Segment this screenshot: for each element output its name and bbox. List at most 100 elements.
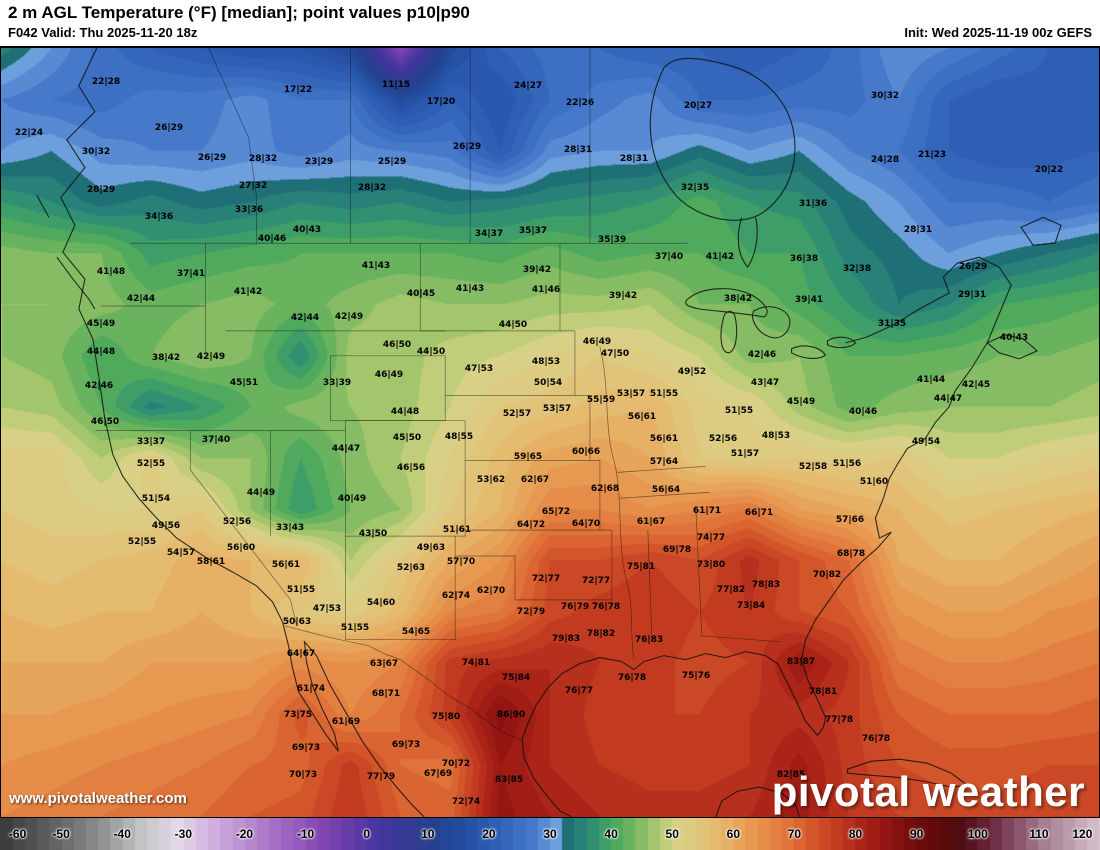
point-value-label: 33|37: [136, 437, 166, 447]
point-value-label: 30|32: [870, 91, 900, 101]
point-value-label: 66|71: [744, 508, 774, 518]
point-value-label: 48|53: [761, 431, 791, 441]
point-value-label: 26|29: [452, 142, 482, 152]
point-value-label: 44|50: [498, 320, 528, 330]
point-value-label: 28|32: [357, 183, 387, 193]
point-value-label: 44|48: [86, 347, 116, 357]
point-value-label: 50|63: [282, 617, 312, 627]
point-value-label: 56|61: [649, 434, 679, 444]
point-value-label: 56|64: [651, 485, 681, 495]
point-value-label: 46|50: [90, 417, 120, 427]
point-value-label: 38|42: [151, 353, 181, 363]
point-value-label: 45|50: [392, 433, 422, 443]
point-value-label: 49|63: [416, 543, 446, 553]
point-value-label: 52|57: [502, 409, 532, 419]
point-value-label: 31|35: [877, 319, 907, 329]
point-value-label: 51|57: [730, 449, 760, 459]
point-value-label: 75|80: [431, 712, 461, 722]
colorbar: -60 -50 -40 -30 -20 -10 0 10 20 30 40 50 60 70 80 90 100…: [0, 818, 1100, 850]
point-value-label: 45|49: [86, 319, 116, 329]
point-value-label: 77|79: [366, 772, 396, 782]
point-value-label: 32|35: [680, 183, 710, 193]
point-value-label: 42|44: [126, 294, 156, 304]
point-value-label: 42|46: [84, 381, 114, 391]
point-value-label: 46|56: [396, 463, 426, 473]
point-value-label: 86|90: [496, 710, 526, 720]
point-value-label: 46|49: [374, 370, 404, 380]
point-value-label: 49|52: [677, 367, 707, 377]
point-value-label: 72|74: [451, 797, 481, 807]
point-value-label: 44|47: [331, 444, 361, 454]
point-value-label: 41|43: [455, 284, 485, 294]
colorbar-tick-label: 10: [421, 827, 435, 841]
geographic-borders: [36, 48, 1062, 817]
colorbar-tick-label: -30: [174, 827, 192, 841]
point-value-label: 76|78: [591, 602, 621, 612]
point-value-label: 75|81: [626, 562, 656, 572]
point-value-label: 53|57: [616, 389, 646, 399]
header-subtitle-row: F042 Valid: Thu 2025-11-20 18z Init: Wed…: [8, 24, 1092, 42]
point-value-label: 44|49: [246, 488, 276, 498]
point-value-label: 43|47: [750, 378, 780, 388]
point-value-label: 25|29: [377, 157, 407, 167]
point-value-label: 68|71: [371, 689, 401, 699]
point-value-label: 78|83: [751, 580, 781, 590]
point-value-label: 70|72: [441, 759, 471, 769]
point-value-label: 83|87: [786, 657, 816, 667]
point-value-label: 70|73: [288, 770, 318, 780]
colorbar-tick-label: -40: [113, 827, 131, 841]
point-value-label: 40|46: [257, 234, 287, 244]
colorbar-tick-label: -60: [8, 827, 27, 841]
point-value-label: 42|49: [196, 352, 226, 362]
point-value-label: 64|72: [516, 520, 546, 530]
point-value-label: 76|78: [617, 673, 647, 683]
point-value-label: 78|82: [586, 629, 616, 639]
valid-time-label: F042 Valid: Thu 2025-11-20 18z: [8, 25, 198, 40]
point-value-label: 11|15: [381, 80, 411, 90]
point-value-label: 64|67: [286, 649, 316, 659]
point-value-label: 51|54: [141, 494, 171, 504]
point-value-label: 26|29: [154, 123, 184, 133]
point-value-label: 61|71: [692, 506, 722, 516]
point-value-label: 73|84: [736, 601, 766, 611]
point-value-label: 72|77: [531, 574, 561, 584]
colorbar-tick-label: 100: [967, 827, 988, 841]
point-value-label: 57|70: [446, 557, 476, 567]
coastline-paths: [36, 48, 1062, 817]
point-value-label: 53|62: [476, 475, 506, 485]
point-value-label: 17|22: [283, 85, 313, 95]
point-value-label: 41|44: [916, 375, 946, 385]
point-value-label: 60|66: [571, 447, 601, 457]
point-value-label: 74|77: [696, 533, 726, 543]
point-value-label: 44|48: [390, 407, 420, 417]
point-value-label: 51|55: [286, 585, 316, 595]
colorbar-tick-label: -20: [235, 827, 254, 841]
point-value-label: 41|43: [361, 261, 391, 271]
point-value-label: 22|24: [14, 128, 44, 138]
point-value-label: 69|73: [391, 740, 421, 750]
point-value-label: 83|85: [494, 775, 524, 785]
colorbar-tick-label: 30: [543, 827, 557, 841]
point-value-label: 73|75: [283, 710, 313, 720]
point-value-label: 69|78: [662, 545, 692, 555]
colorbar-tick-label: 0: [363, 827, 370, 841]
point-value-label: 40|45: [406, 289, 436, 299]
colorbar-tick-label: 20: [482, 827, 496, 841]
point-value-label: 28|29: [86, 185, 116, 195]
colorbar-tick-label: 60: [726, 827, 741, 841]
point-value-label: 20|22: [1034, 165, 1064, 175]
point-value-label: 48|53: [531, 357, 561, 367]
point-value-label: 78|81: [808, 687, 838, 697]
point-value-label: 22|28: [91, 77, 121, 87]
point-value-label: 63|67: [369, 659, 399, 669]
point-value-label: 57|66: [835, 515, 865, 525]
point-value-label: 30|32: [81, 147, 111, 157]
point-value-label: 41|42: [233, 287, 263, 297]
point-value-label: 42|45: [961, 380, 991, 390]
point-value-label: 56|60: [226, 543, 256, 553]
point-value-label: 65|72: [541, 507, 571, 517]
point-value-label: 42|44: [290, 313, 320, 323]
point-value-label: 70|82: [812, 570, 842, 580]
point-value-label: 62|70: [476, 586, 506, 596]
point-value-label: 44|50: [416, 347, 446, 357]
